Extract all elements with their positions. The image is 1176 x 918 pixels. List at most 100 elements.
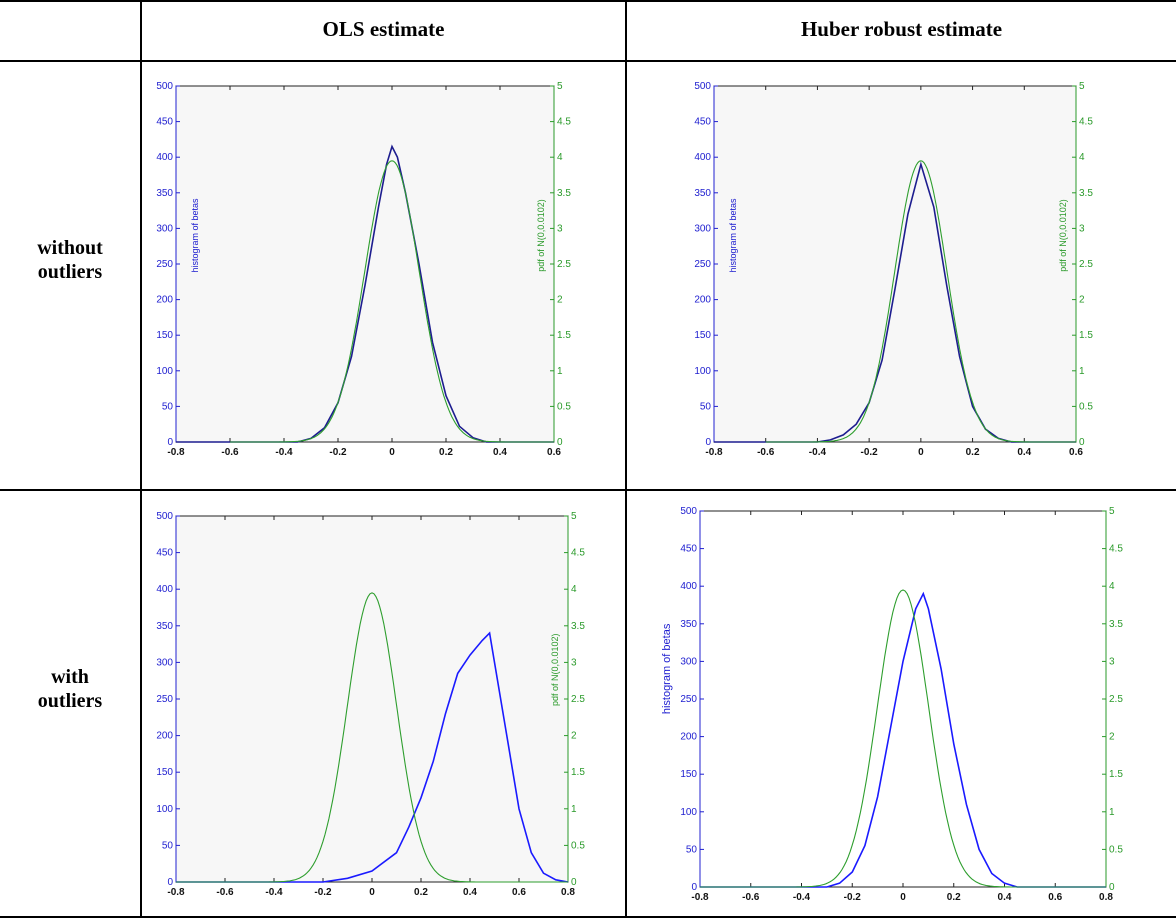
- x-tick-label: -0.6: [221, 447, 239, 458]
- x-tick-label: -0.2: [861, 447, 879, 458]
- y-left-tick-label: 450: [156, 117, 173, 128]
- y-right-tick-label: 4.5: [571, 548, 585, 559]
- x-tick-label: 0.4: [463, 887, 477, 898]
- x-tick-label: 0.2: [439, 447, 453, 458]
- pdf-curve: [700, 589, 1106, 888]
- x-tick-label: 0.2: [947, 892, 961, 903]
- row-label-with-line2: outliers: [37, 690, 103, 712]
- y-left-tick-label: 350: [680, 619, 697, 630]
- chart-huber-without-outliers: -0.8 -0.6 -0.4 -0.2 0 0.2 0.4 0.6 0 50 100 150 200 25…: [680, 80, 1150, 470]
- x-tick-label: -0.8: [705, 447, 723, 458]
- x-tick-label: -0.2: [329, 447, 347, 458]
- x-tick-label: 0.2: [414, 887, 428, 898]
- plot-area: [713, 85, 1077, 443]
- pdf-curve: [176, 592, 568, 883]
- table-bottom-rule: [0, 916, 1176, 918]
- x-tick-label: 0: [389, 447, 395, 458]
- y-right-tick-label: 4: [557, 152, 563, 163]
- y-right-tick-label: 2: [1109, 732, 1115, 743]
- x-tick-label: -0.4: [793, 892, 811, 903]
- header-huber-robust-estimate: Huber robust estimate: [800, 17, 1003, 41]
- y-right-tick-label: 0: [571, 877, 577, 888]
- row-label-without-line1: without: [37, 237, 103, 259]
- row-label-with-line1: with: [51, 666, 89, 688]
- y-right-tick-label: 0: [557, 437, 563, 448]
- y-left-tick-label: 300: [680, 656, 697, 667]
- y-right-tick-label: 1: [1109, 807, 1115, 818]
- plot-area: [175, 515, 569, 883]
- y-left-tick-label: 150: [156, 767, 173, 778]
- y-left-tick-label: 0: [705, 437, 711, 448]
- chart-ols-with-outliers: -0.8 -0.6 -0.4 -0.2 0 0.2 0.4 0.6 0.8 0 50 100 150 20…: [144, 510, 614, 910]
- x-tick-label: 0.8: [1099, 892, 1113, 903]
- y-left-tick-label: 300: [156, 223, 173, 234]
- y-right-tick-label: 2.5: [1079, 259, 1093, 270]
- x-tick-label: -0.8: [691, 892, 709, 903]
- y-right-tick-label: 5: [557, 81, 563, 92]
- y-left-tick-label: 0: [167, 437, 173, 448]
- plot-area: [699, 510, 1107, 888]
- y-left-axis-label: histogram of betas: [661, 623, 673, 714]
- y-left-tick-label: 200: [156, 295, 173, 306]
- chart-svg-ols-without: -0.8 -0.6 -0.4 -0.2 0 0.2 0.4 0.605010015020025…: [156, 81, 571, 458]
- y-right-axis-label: pdf of N(0,0.0102): [1058, 199, 1068, 272]
- y-right-tick-label: 1.5: [1079, 330, 1093, 341]
- y-right-tick-label: 0.5: [571, 840, 585, 851]
- y-right-tick-label: 2.5: [1109, 694, 1123, 705]
- x-tick-label: 0.6: [1069, 447, 1083, 458]
- x-tick-label: 0.2: [966, 447, 980, 458]
- y-left-tick-label: 350: [694, 188, 711, 199]
- y-left-tick-label: 500: [156, 81, 173, 92]
- y-left-tick-label: 500: [680, 506, 697, 517]
- y-left-tick-label: 150: [694, 330, 711, 341]
- x-tick-label: 0: [369, 887, 375, 898]
- x-tick-label: -0.6: [757, 447, 775, 458]
- table-col-rule-2: [625, 0, 627, 918]
- y-left-tick-label: 50: [162, 840, 174, 851]
- y-left-tick-label: 150: [156, 330, 173, 341]
- y-right-axis-label: pdf of N(0,0.0102): [550, 633, 560, 706]
- x-tick-label: -0.6: [216, 887, 234, 898]
- y-right-tick-label: 1.5: [571, 767, 585, 778]
- y-left-tick-label: 50: [686, 844, 698, 855]
- y-left-tick-label: 250: [694, 259, 711, 270]
- row-label-without-line2: outliers: [37, 261, 103, 283]
- y-left-tick-label: 450: [680, 544, 697, 555]
- y-right-tick-label: 0: [1079, 437, 1085, 448]
- y-left-tick-label: 300: [694, 223, 711, 234]
- histogram-line: [700, 591, 1106, 888]
- y-left-tick-label: 200: [680, 732, 697, 743]
- y-left-tick-label: 250: [156, 259, 173, 270]
- header-ols-estimate: OLS estimate: [322, 17, 445, 41]
- x-tick-label: -0.8: [167, 447, 185, 458]
- y-left-tick-label: 500: [156, 511, 173, 522]
- chart-huber-with-outliers: -0.8 -0.6 -0.4 -0.2 0 0.2 0.4 0.6 0.8 0 50 100 150 20…: [660, 505, 1170, 915]
- y-left-tick-label: 300: [156, 657, 173, 668]
- y-right-tick-label: 1.5: [1109, 769, 1123, 780]
- x-tick-label: -0.8: [167, 887, 185, 898]
- y-right-tick-label: 4: [1109, 581, 1115, 592]
- row-label-without-outliers: without outliers: [0, 236, 140, 284]
- y-right-tick-label: 4: [571, 584, 577, 595]
- x-tick-label: -0.6: [742, 892, 760, 903]
- y-right-tick-label: 4.5: [1109, 544, 1123, 555]
- chart-svg-huber-without: -0.8 -0.6 -0.4 -0.2 0 0.2 0.4 0.605010015020025…: [694, 81, 1093, 458]
- chart-svg-ols-with: -0.8 -0.6 -0.4 -0.2 0 0.2 0.4 0.6 0.805010015020…: [156, 511, 585, 898]
- y-left-tick-label: 50: [700, 401, 712, 412]
- y-left-axis-label: histogram of betas: [728, 198, 738, 273]
- y-left-tick-label: 150: [680, 769, 697, 780]
- y-left-tick-label: 100: [156, 366, 173, 377]
- x-tick-label: 0.4: [1017, 447, 1031, 458]
- table-top-rule: [0, 0, 1176, 2]
- y-left-tick-label: 100: [156, 804, 173, 815]
- y-left-tick-label: 400: [156, 152, 173, 163]
- y-right-tick-label: 3.5: [1079, 188, 1093, 199]
- x-tick-label: 0.4: [493, 447, 507, 458]
- x-tick-label: 0.4: [998, 892, 1012, 903]
- x-tick-label: 0.6: [512, 887, 526, 898]
- table-col-rule-1: [140, 0, 142, 918]
- x-tick-label: 0: [900, 892, 906, 903]
- y-right-axis-label: pdf of N(0,0.0102): [536, 199, 546, 272]
- y-right-tick-label: 5: [571, 511, 577, 522]
